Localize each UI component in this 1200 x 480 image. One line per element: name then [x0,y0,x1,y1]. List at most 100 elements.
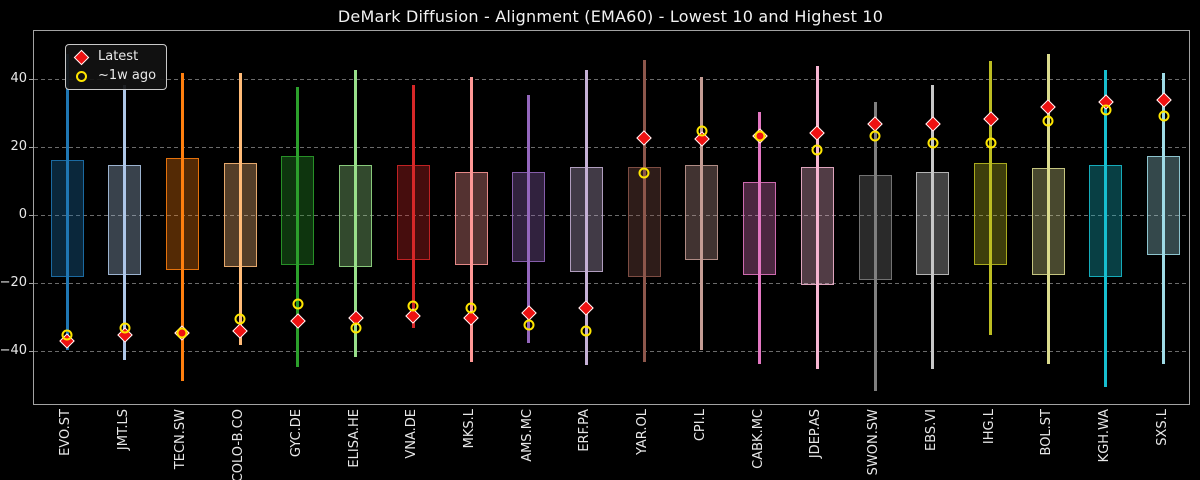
y-tick-mark [29,78,33,80]
chart-title: DeMark Diffusion - Alignment (EMA60) - L… [337,7,884,26]
legend-week-ago-label: ~1w ago [98,68,157,83]
series-COLO-B.CO [223,31,257,404]
y-tick-label: 0 [18,207,27,223]
week-ago-marker [811,144,823,156]
range-whisker [700,76,704,350]
week-ago-marker [696,125,708,137]
week-ago-marker [1042,115,1054,127]
latest-marker [578,299,595,316]
week-ago-circle-icon [73,70,89,82]
week-ago-marker [1100,104,1112,116]
legend-item-latest: Latest [73,49,156,65]
x-tick-label: GYC.DE [288,409,304,458]
y-tick-label: 40 [10,71,27,87]
week-ago-marker [465,302,477,314]
y-tick-mark [29,350,33,352]
latest-marker [982,111,999,127]
week-ago-marker [754,130,766,142]
x-tick-label: YAR.OL [635,409,651,456]
range-whisker [354,69,358,357]
x-tick-label: AMS.MC [519,409,535,462]
week-ago-marker [234,313,246,325]
series-EBS.VI [916,31,950,404]
latest-marker [1155,92,1172,109]
week-ago-marker [350,322,362,334]
series-AMS.MC [512,31,546,404]
range-whisker [1046,54,1050,364]
y-tick-mark [29,214,33,216]
x-tick-label: IHG.L [981,409,997,445]
range-whisker [989,61,993,335]
y-tick-label: −40 [0,343,27,359]
grid-line [34,147,1189,149]
latest-marker [1040,99,1057,115]
week-ago-marker [176,327,188,339]
week-ago-marker [869,130,881,142]
x-tick-label: JDEP.AS [808,409,824,459]
grid-line [34,283,1189,285]
range-whisker [1104,69,1108,388]
week-ago-marker [61,329,73,341]
range-whisker [931,85,935,369]
series-ERF.PA [569,31,603,404]
series-JMT.LS [108,31,142,404]
range-whisker [642,59,646,362]
week-ago-marker [985,137,997,149]
range-whisker [123,85,127,361]
x-tick-label: TECN.SW [173,409,189,470]
x-tick-label: EVO.ST [58,409,73,456]
x-tick-label: CPI.L [692,409,708,442]
latest-marker [809,124,826,141]
range-whisker [527,95,531,344]
week-ago-marker [523,319,535,330]
series-YAR.OL [627,31,661,404]
range-whisker [469,76,473,362]
range-whisker [758,112,762,364]
x-tick-label: EBS.VI [923,409,939,452]
legend-latest-label: Latest [98,49,139,64]
series-SXS.L [1147,31,1181,404]
x-tick-label: ELISA.HE [346,409,362,468]
range-whisker [873,101,877,391]
y-tick-label: 20 [10,139,27,155]
series-ELISA.HE [339,31,373,404]
series-MKS.L [454,31,488,404]
series-SWON.SW [858,31,892,404]
series-JDEP.AS [800,31,834,404]
range-whisker [238,73,242,345]
y-tick-mark [29,146,33,148]
week-ago-marker [407,300,419,312]
latest-marker [636,129,652,146]
plot-area [33,30,1190,405]
latest-marker [290,313,306,329]
series-EVO.ST [50,31,84,404]
series-BOL.ST [1031,31,1065,404]
legend: Latest ~1w ago [65,44,168,90]
latest-marker [925,116,941,132]
series-KGH.WA [1089,31,1123,404]
x-tick-label: COLO-B.CO [231,409,247,480]
week-ago-marker [119,322,131,334]
range-whisker [180,73,184,381]
range-whisker [411,85,415,328]
series-CPI.L [685,31,719,404]
series-TECN.SW [165,31,199,404]
range-whisker [584,69,588,366]
x-tick-label: VNA.DE [404,409,420,459]
x-tick-label: ERF.PA [577,409,593,452]
grid-line [34,79,1189,81]
y-tick-mark [29,282,33,284]
week-ago-marker [638,167,650,179]
grid-line [34,215,1189,217]
grid-line [34,351,1189,353]
series-IHG.L [974,31,1008,404]
range-whisker [65,54,69,350]
y-tick-label: −20 [0,275,27,291]
x-tick-label: SWON.SW [866,409,882,476]
range-whisker [815,66,819,369]
x-tick-label: CABK.MC [750,409,766,469]
series-VNA.DE [396,31,430,404]
series-GYC.DE [281,31,315,404]
latest-diamond-icon [73,49,89,65]
